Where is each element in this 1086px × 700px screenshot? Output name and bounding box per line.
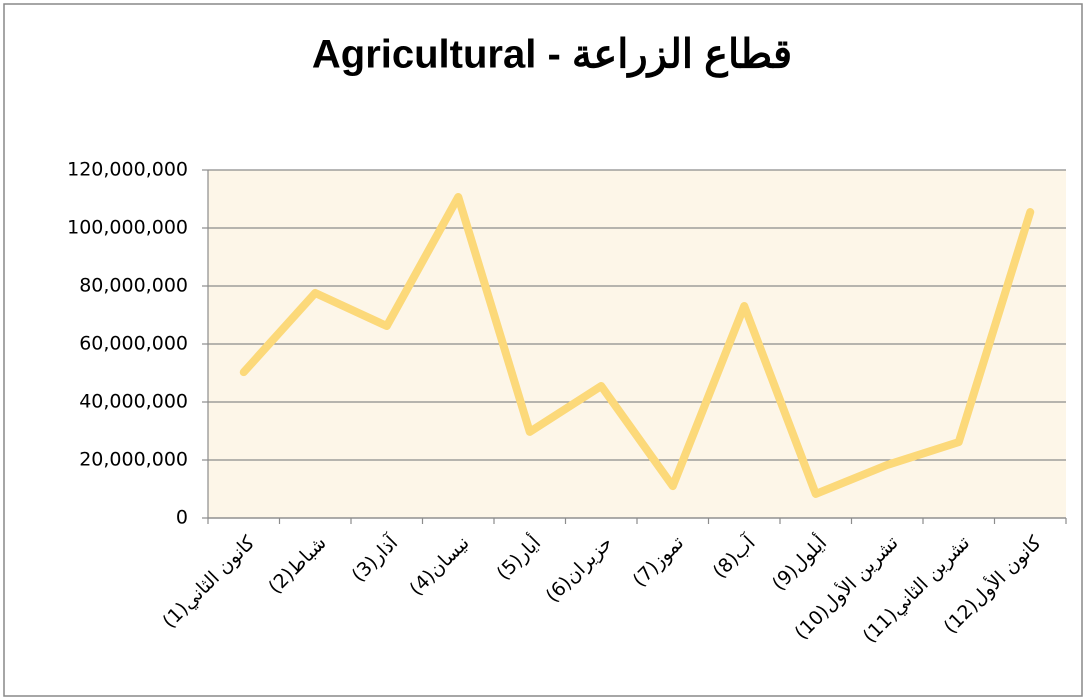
data-line	[239, 192, 1035, 498]
y-tick-label: 20,000,000	[79, 449, 188, 471]
y-tick-label: 40,000,000	[79, 391, 188, 413]
y-tick-label: 120,000,000	[67, 159, 188, 181]
y-tick-label: 0	[176, 507, 188, 529]
y-tick-label: 80,000,000	[79, 275, 188, 297]
y-tick-label: 60,000,000	[79, 333, 188, 355]
chart-title: Agricultural - قطاع الزراعة	[312, 33, 792, 79]
y-tick-label: 100,000,000	[67, 217, 188, 239]
